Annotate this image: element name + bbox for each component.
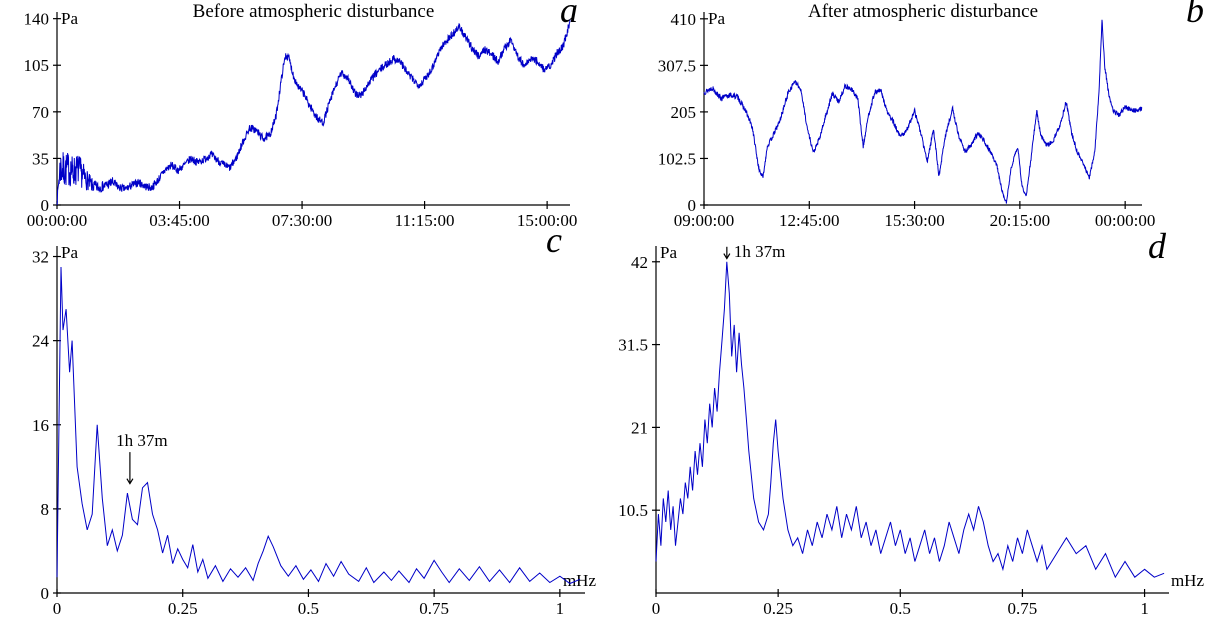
y-tick-label: 0 <box>41 196 50 215</box>
panel-a: Before atmospheric disturbance a 0 35 70 10… <box>0 0 600 232</box>
panel-d-letter: d <box>1148 226 1166 266</box>
y-tick-label: 42 <box>631 253 648 272</box>
y-tick-label: 32 <box>32 248 49 267</box>
y-tick-label: 31.5 <box>618 336 648 355</box>
y-tick-label: 410 <box>671 10 697 29</box>
x-tick-label: 15:00:00 <box>517 211 577 230</box>
x-tick-label: 0.75 <box>1008 599 1038 618</box>
y-axis-unit: Pa <box>660 243 677 262</box>
series-line <box>56 19 571 206</box>
axes <box>56 246 585 594</box>
y-tick-label: 35 <box>32 149 49 168</box>
annotation-text: 1h 37m <box>116 431 167 450</box>
x-tick-label: 0 <box>53 599 62 618</box>
y-tick-label: 105 <box>24 56 50 75</box>
x-tick-label: 0.5 <box>298 599 319 618</box>
x-tick-label: 1 <box>1140 599 1149 618</box>
panel-c: c 0 8 16 24 32 0 0.25 0.5 0.75 1 Pa mHz 1h 37m <box>0 222 600 619</box>
y-axis-unit: Pa <box>708 9 725 28</box>
axes <box>655 246 1169 594</box>
y-axis-unit: Pa <box>61 9 78 28</box>
panel-c-letter: c <box>546 220 562 260</box>
y-tick-label: 21 <box>631 418 648 437</box>
x-tick-label: 0.25 <box>763 599 793 618</box>
y-tick-label: 16 <box>32 416 49 435</box>
down-arrow-icon <box>126 478 134 485</box>
x-tick-label: 1 <box>556 599 565 618</box>
panel-c-plot: 0 8 16 24 32 0 0.25 0.5 0.75 1 Pa mHz 1h 37m <box>32 243 597 618</box>
y-tick-label: 0 <box>688 196 697 215</box>
y-tick-label: 24 <box>32 332 50 351</box>
x-tick-label: 00:00:00 <box>1095 211 1155 230</box>
x-tick-label: 03:45:00 <box>149 211 209 230</box>
y-tick-label: 102.5 <box>658 149 696 168</box>
y-tick-label: 0 <box>41 584 50 603</box>
y-tick-label: 10.5 <box>618 501 648 520</box>
axes <box>703 12 1142 206</box>
panel-a-title: Before atmospheric disturbance <box>192 1 435 22</box>
y-tick-label: 307.5 <box>658 56 696 75</box>
panel-b: After atmospheric disturbance b 0 102.5 20… <box>604 0 1208 232</box>
series-line <box>703 19 1143 204</box>
panel-b-letter: b <box>1186 0 1204 30</box>
panel-a-letter: a <box>560 0 578 30</box>
x-tick-label: 15:30:00 <box>884 211 944 230</box>
x-tick-label: 12:45:00 <box>779 211 839 230</box>
x-tick-label: 0.75 <box>419 599 449 618</box>
y-axis-unit: Pa <box>61 243 78 262</box>
series-line <box>56 266 581 585</box>
y-tick-label: 70 <box>32 103 49 122</box>
axes <box>56 12 570 206</box>
panel-d: d 10.5 21 31.5 42 0 0.25 0.5 0.75 1 Pa mHz 1h 37m <box>604 228 1208 619</box>
x-tick-label: 0.25 <box>168 599 198 618</box>
panel-d-plot: 10.5 21 31.5 42 0 0.25 0.5 0.75 1 Pa mHz 1h 37m <box>618 242 1205 618</box>
panel-a-plot: 0 35 70 105 140 00:00:00 03:45:00 07:30:00 11:15… <box>24 9 578 230</box>
x-tick-label: 0.5 <box>890 599 911 618</box>
x-tick-label: 07:30:00 <box>272 211 332 230</box>
x-axis-unit: mHz <box>563 571 597 590</box>
panel-b-title: After atmospheric disturbance <box>807 1 1039 22</box>
x-tick-label: 20:15:00 <box>990 211 1050 230</box>
y-tick-label: 205 <box>671 103 697 122</box>
y-tick-label: 140 <box>24 10 50 29</box>
x-tick-label: 09:00:00 <box>674 211 734 230</box>
x-tick-label: 00:00:00 <box>27 211 87 230</box>
annotation-text: 1h 37m <box>734 242 785 261</box>
x-tick-label: 11:15:00 <box>395 211 455 230</box>
x-axis-unit: mHz <box>1171 571 1205 590</box>
series-line <box>655 261 1165 579</box>
down-arrow-icon <box>723 253 731 260</box>
y-tick-label: 8 <box>41 500 50 519</box>
x-tick-label: 0 <box>652 599 661 618</box>
panel-b-plot: 0 102.5 205 307.5 410 09:00:00 12:45:00 15:30:0… <box>658 9 1156 230</box>
